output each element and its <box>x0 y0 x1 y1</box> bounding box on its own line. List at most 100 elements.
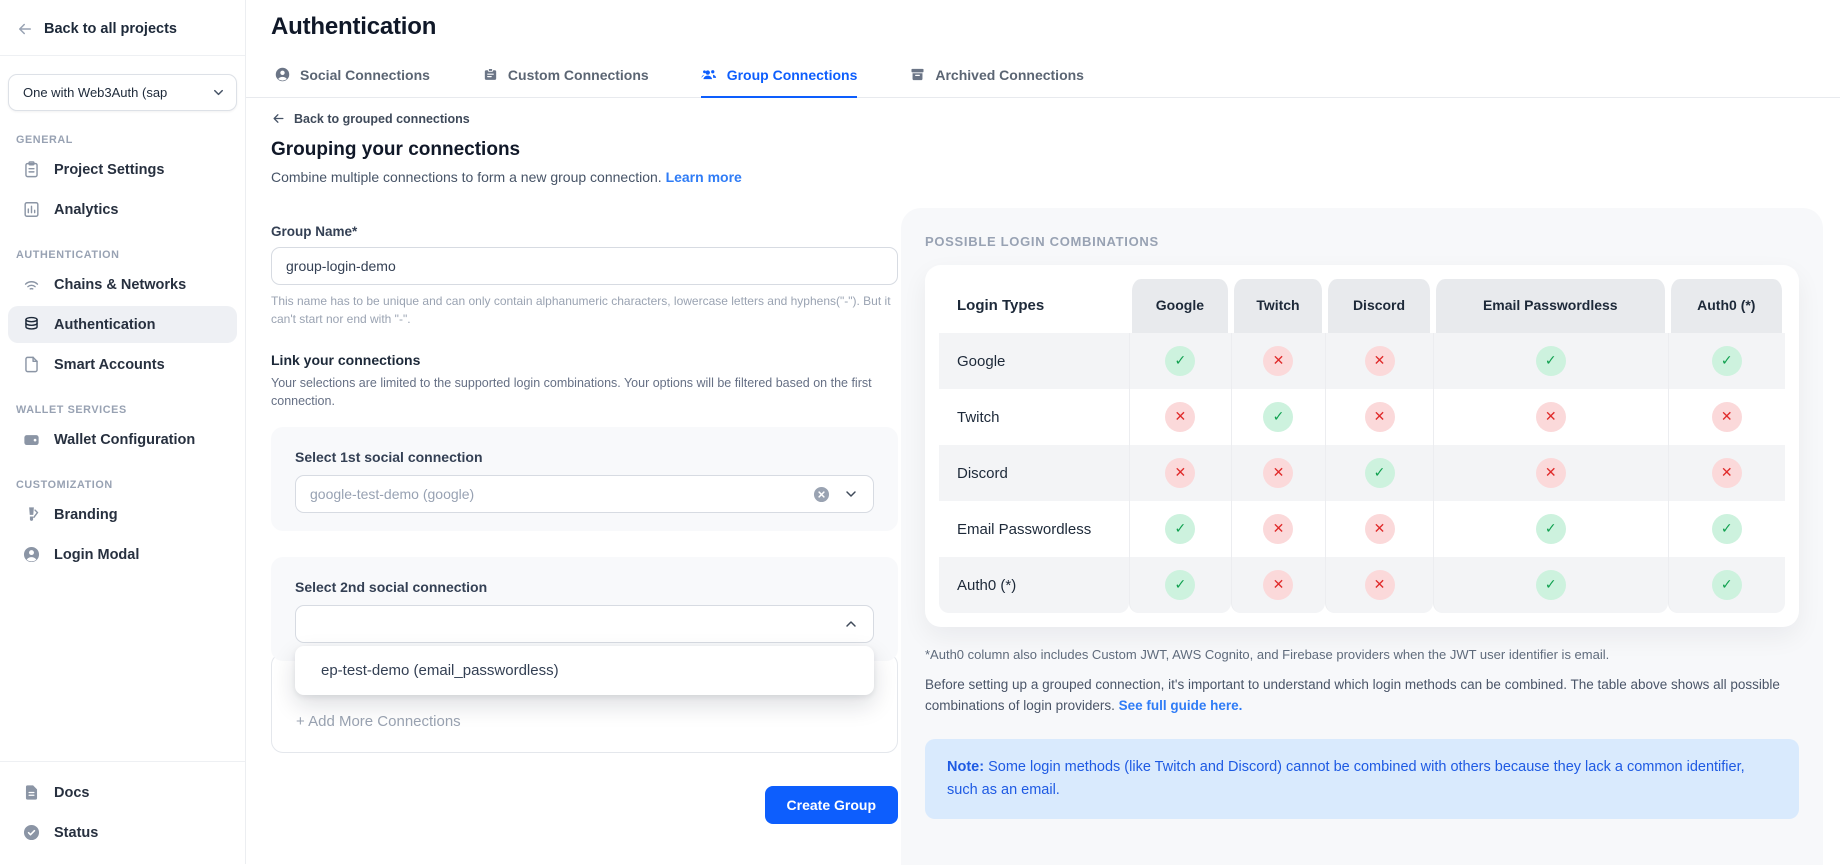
table-column-header: Discord <box>1325 279 1433 333</box>
back-to-grouped-connections-label: Back to grouped connections <box>294 111 470 126</box>
cross-icon: ✕ <box>1711 402 1742 432</box>
sidebar-item-label: Status <box>54 824 99 841</box>
second-connection-wrap: Select 2nd social connection ep-test-dem… <box>271 557 898 696</box>
table-row-google: Google ✓ ✕ ✕ ✓ ✓ <box>939 333 1785 389</box>
row-label: Email Passwordless <box>939 501 1129 557</box>
sidebar-section-label: CUSTOMIZATION <box>16 479 113 491</box>
table-column-header: Twitch <box>1230 279 1326 333</box>
table-corner-header: Login Types <box>939 279 1129 333</box>
group-connection-form: Back to grouped connections Grouping you… <box>271 98 898 825</box>
cross-icon: ✕ <box>1263 458 1294 488</box>
sidebar-item-label: Login Modal <box>54 546 140 563</box>
combination-cell: ✓ <box>1325 445 1433 501</box>
auth0-footnote: *Auth0 column also includes Custom JWT, … <box>925 647 1610 662</box>
sidebar-item-label: Wallet Configuration <box>54 431 196 448</box>
table-row-discord: Discord ✕ ✕ ✓ ✕ ✕ <box>939 445 1785 501</box>
sidebar-item-label: Branding <box>54 506 118 523</box>
back-to-all-projects-label: Back to all projects <box>44 21 177 37</box>
combination-cell: ✕ <box>1325 557 1433 613</box>
combinations-description-text: Before setting up a grouped connection, … <box>925 677 1780 713</box>
page-title: Authentication <box>271 13 437 40</box>
check-icon: ✓ <box>1535 346 1566 376</box>
clipboard-icon <box>22 160 41 179</box>
combination-cell: ✕ <box>1432 445 1668 501</box>
first-connection-select[interactable]: google-test-demo (google) <box>295 475 874 514</box>
sidebar-item-branding[interactable]: Branding <box>8 496 237 533</box>
combination-cell: ✓ <box>1432 501 1668 557</box>
back-to-all-projects-link[interactable]: Back to all projects <box>0 0 245 55</box>
tab-custom-connections[interactable]: Custom Connections <box>482 66 649 98</box>
clear-selection-icon[interactable] <box>812 485 831 504</box>
stack-icon <box>22 315 41 334</box>
row-label: Discord <box>939 445 1129 501</box>
combination-cell: ✕ <box>1325 501 1433 557</box>
link-connections-description: Your selections are limited to the suppo… <box>271 376 872 409</box>
dropdown-option-ep-test-demo[interactable]: ep-test-demo (email_passwordless) <box>321 662 559 680</box>
combination-cell: ✕ <box>1325 333 1433 389</box>
sidebar-item-label: Chains & Networks <box>54 276 187 293</box>
content-row: Back to grouped connections Grouping you… <box>246 98 1840 865</box>
sidebar-item-label: Project Settings <box>54 161 165 178</box>
table-column-header: Email Passwordless <box>1432 279 1668 333</box>
wallet-icon <box>22 430 41 449</box>
tab-archived-connections[interactable]: Archived Connections <box>909 66 1084 98</box>
first-connection-card: Select 1st social connection google-test… <box>271 427 898 532</box>
note-label: Note: <box>947 758 985 775</box>
tab-group-connections[interactable]: Group Connections <box>700 66 858 98</box>
sidebar-item-login-modal[interactable]: Login Modal <box>8 536 237 573</box>
sidebar-section-label: GENERAL <box>16 134 73 146</box>
cross-icon: ✕ <box>1364 346 1395 376</box>
combination-cell: ✕ <box>1230 333 1326 389</box>
connection-dropdown: ep-test-demo (email_passwordless) <box>295 646 874 696</box>
tab-label: Archived Connections <box>935 66 1084 83</box>
sidebar-item-label: Authentication <box>54 316 156 333</box>
sidebar-item-label: Docs <box>54 784 90 801</box>
cross-icon: ✕ <box>1364 570 1395 600</box>
sidebar-item-label: Analytics <box>54 201 119 218</box>
create-group-button[interactable]: Create Group <box>764 786 898 825</box>
first-connection-value: google-test-demo (google) <box>310 486 475 503</box>
see-full-guide-link[interactable]: See full guide here. <box>1118 697 1243 713</box>
sidebar-item-chains-networks[interactable]: Chains & Networks <box>8 266 237 303</box>
sidebar-divider <box>0 761 245 762</box>
group-name-label: Group Name* <box>271 224 358 239</box>
second-connection-label: Select 2nd social connection <box>295 579 488 596</box>
back-to-grouped-connections-link[interactable]: Back to grouped connections <box>271 111 898 126</box>
learn-more-link[interactable]: Learn more <box>665 169 742 185</box>
sidebar-item-smart-accounts[interactable]: Smart Accounts <box>8 346 237 383</box>
combination-cell: ✓ <box>1667 557 1785 613</box>
project-selector[interactable]: One with Web3Auth (sap <box>8 74 237 111</box>
sidebar-item-authentication[interactable]: Authentication <box>8 306 237 343</box>
table-column-header: Auth0 (*) <box>1667 279 1785 333</box>
group-name-input[interactable] <box>271 247 898 285</box>
second-connection-select[interactable] <box>295 605 874 644</box>
combination-cell: ✕ <box>1667 445 1785 501</box>
combination-cell: ✓ <box>1432 333 1668 389</box>
combination-cell: ✓ <box>1129 501 1231 557</box>
group-name-helper: This name has to be unique and can only … <box>271 294 891 326</box>
cross-icon: ✕ <box>1364 402 1395 432</box>
cross-icon: ✕ <box>1711 458 1742 488</box>
cross-icon: ✕ <box>1165 458 1196 488</box>
check-icon: ✓ <box>1165 570 1196 600</box>
sidebar-footer: Docs Status <box>0 761 245 864</box>
sidebar-item-project-settings[interactable]: Project Settings <box>8 151 237 188</box>
tab-label: Social Connections <box>300 66 430 83</box>
check-icon: ✓ <box>1364 458 1395 488</box>
sidebar-item-label: Smart Accounts <box>54 356 165 373</box>
link-connections-heading: Link your connections <box>271 352 421 368</box>
combination-cell: ✕ <box>1129 389 1231 445</box>
sidebar-item-status[interactable]: Status <box>8 814 237 851</box>
sidebar-item-docs[interactable]: Docs <box>8 774 237 811</box>
cross-icon: ✕ <box>1364 514 1395 544</box>
chevron-up-icon <box>843 616 859 632</box>
tab-social-connections[interactable]: Social Connections <box>274 66 430 98</box>
badge-icon <box>482 66 499 83</box>
combination-cell: ✕ <box>1129 445 1231 501</box>
sidebar-item-wallet-configuration[interactable]: Wallet Configuration <box>8 421 237 458</box>
note-text: Some login methods (like Twitch and Disc… <box>947 758 1745 799</box>
sidebar-item-analytics[interactable]: Analytics <box>8 191 237 228</box>
combination-cell: ✓ <box>1129 333 1231 389</box>
connections-tabbar: Social Connections Custom Connections Grou… <box>246 41 1840 98</box>
